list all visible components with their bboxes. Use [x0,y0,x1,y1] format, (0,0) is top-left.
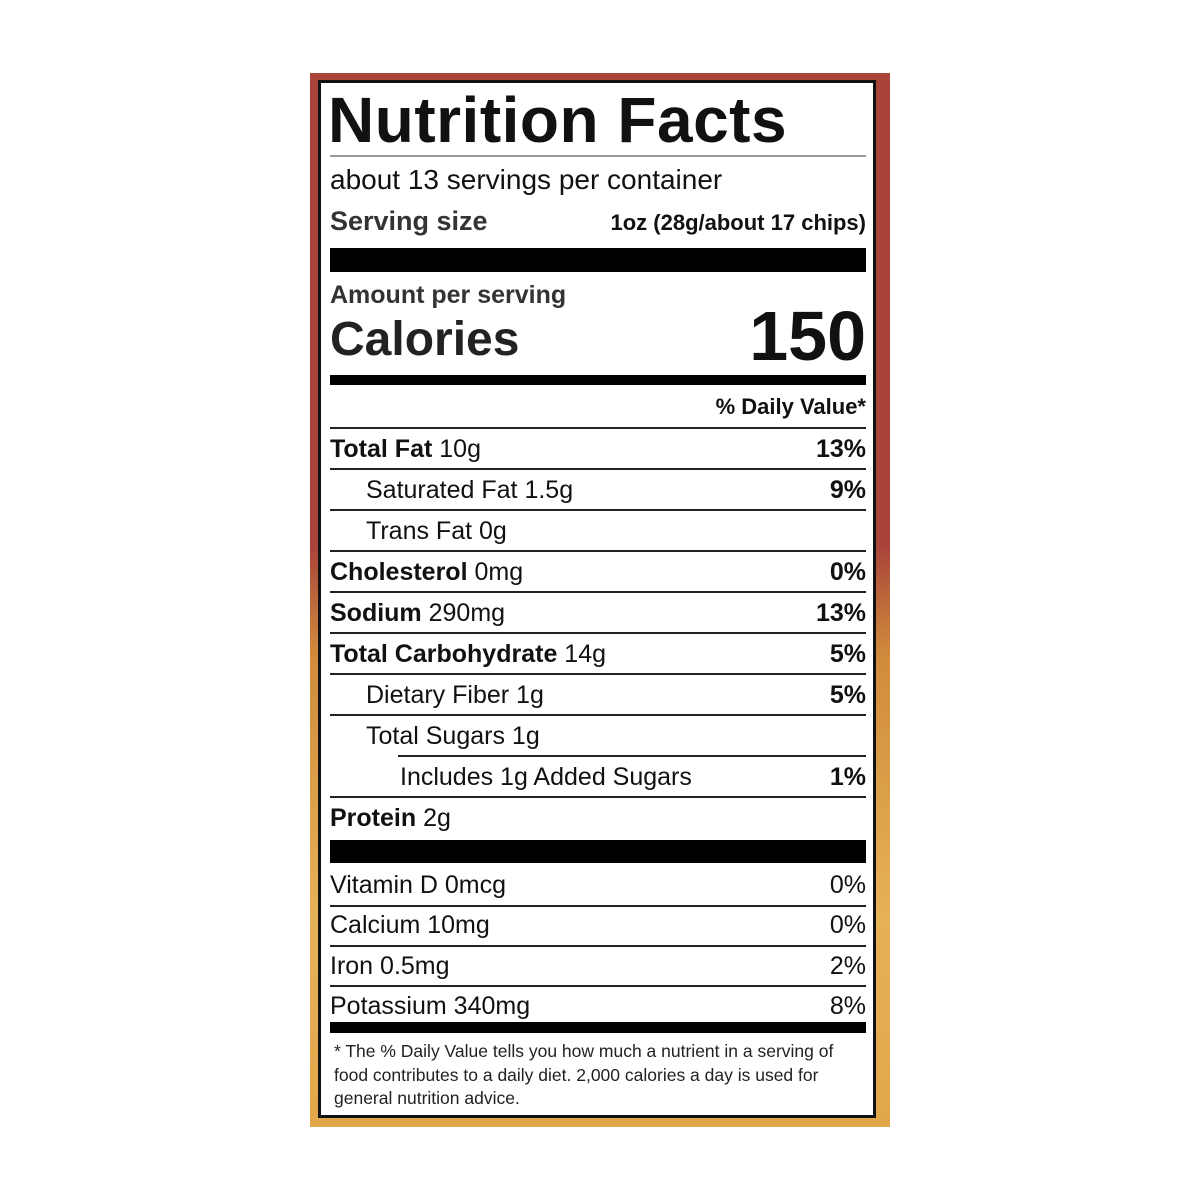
divider [330,509,866,511]
label-title: Nutrition Facts [328,84,788,156]
divider [398,755,866,757]
nutrient-name: Includes 1g Added Sugars [400,762,692,791]
divider [330,714,866,716]
daily-value-header: % Daily Value* [715,394,866,419]
nutrient-row-cholesterol: Cholesterol 0mg 0% [330,552,866,592]
nutrient-amount: 1g [511,721,540,750]
nutrient-dv: 13% [815,434,866,463]
vitamin-amount: 340mg [453,991,531,1020]
nutrient-row-saturated-fat: Saturated Fat 1.5g 9% [330,470,866,510]
divider [330,427,866,429]
nutrient-dv: 9% [829,475,866,504]
nutrient-name: Total Sugars [366,721,505,750]
nutrient-row-protein: Protein 2g [330,798,866,838]
divider [330,591,866,593]
divider [330,468,866,470]
nutrient-row-total-fat: Total Fat 10g 13% [330,429,866,469]
divider [330,985,866,987]
vitamin-row-iron: Iron 0.5mg 2% [330,946,866,986]
nutrient-dv: 5% [829,639,866,668]
footnote: * The % Daily Value tells you how much a… [334,1041,834,1108]
nutrient-amount: 0g [479,516,507,545]
vitamin-amount: 0mcg [444,870,507,899]
vitamin-amount: 10mg [427,910,490,939]
vitamin-dv: 0% [829,910,866,939]
vitamin-name: Calcium [330,910,421,939]
calories-value: 150 [749,297,866,375]
nutrient-name: Cholesterol [330,557,468,586]
vitamin-dv: 2% [829,951,866,980]
vitamin-name: Iron [330,951,374,980]
vitamin-amount: 0.5mg [380,951,450,980]
vitamin-dv: 0% [829,870,866,899]
divider [330,632,866,634]
nutrient-row-trans-fat: Trans Fat 0g [330,511,866,551]
nutrient-name: Trans Fat [366,516,473,545]
amount-per-serving: Amount per serving [330,281,567,309]
nutrient-amount: 14g [564,639,607,668]
nutrient-row-added-sugars: Includes 1g Added Sugars 1% [330,757,866,797]
vitamin-dv: 8% [829,991,866,1020]
nutrient-name: Total Carbohydrate [330,639,558,668]
nutrient-amount: 290mg [428,598,506,627]
nutrient-amount: 0mg [474,557,524,586]
divider [330,796,866,798]
thick-divider [330,840,866,863]
vitamin-row-potassium: Potassium 340mg 8% [330,986,866,1026]
nutrient-name: Dietary Fiber [366,680,510,709]
nutrient-dv: 5% [829,680,866,709]
divider [330,673,866,675]
nutrient-row-sodium: Sodium 290mg 13% [330,593,866,633]
medium-divider [330,375,866,385]
nutrient-row-dietary-fiber: Dietary Fiber 1g 5% [330,675,866,715]
nutrient-name: Saturated Fat [366,475,518,504]
nutrient-amount: 1g [516,680,544,709]
nutrient-row-total-carbohydrate: Total Carbohydrate 14g 5% [330,634,866,674]
calories-label: Calories [330,313,520,366]
nutrient-row-total-sugars: Total Sugars 1g [330,716,866,756]
serving-size-value: 1oz (28g/about 17 chips) [610,210,867,235]
vitamin-name: Potassium [330,991,447,1020]
nutrient-dv: 0% [829,557,866,586]
nutrient-name: Total Fat [330,434,433,463]
nutrient-amount: 2g [423,803,451,832]
serving-size-label: Serving size [330,206,488,236]
vitamin-row-vitamin-d: Vitamin D 0mcg 0% [330,865,866,905]
vitamin-row-calcium: Calcium 10mg 0% [330,905,866,945]
nutrient-dv: 1% [829,762,866,791]
nutrient-name: Protein [330,803,417,832]
divider [330,905,866,907]
nutrient-amount: 1.5g [524,475,574,504]
divider [330,550,866,552]
vitamin-name: Vitamin D [330,870,438,899]
medium-divider [330,1022,866,1033]
nutrient-amount: 10g [439,434,481,463]
thick-divider [330,248,866,272]
divider [330,155,866,157]
divider [330,945,866,947]
nutrient-name: Sodium [330,598,422,627]
servings-per-container: about 13 servings per container [330,164,723,195]
nutrient-dv: 13% [815,598,866,627]
